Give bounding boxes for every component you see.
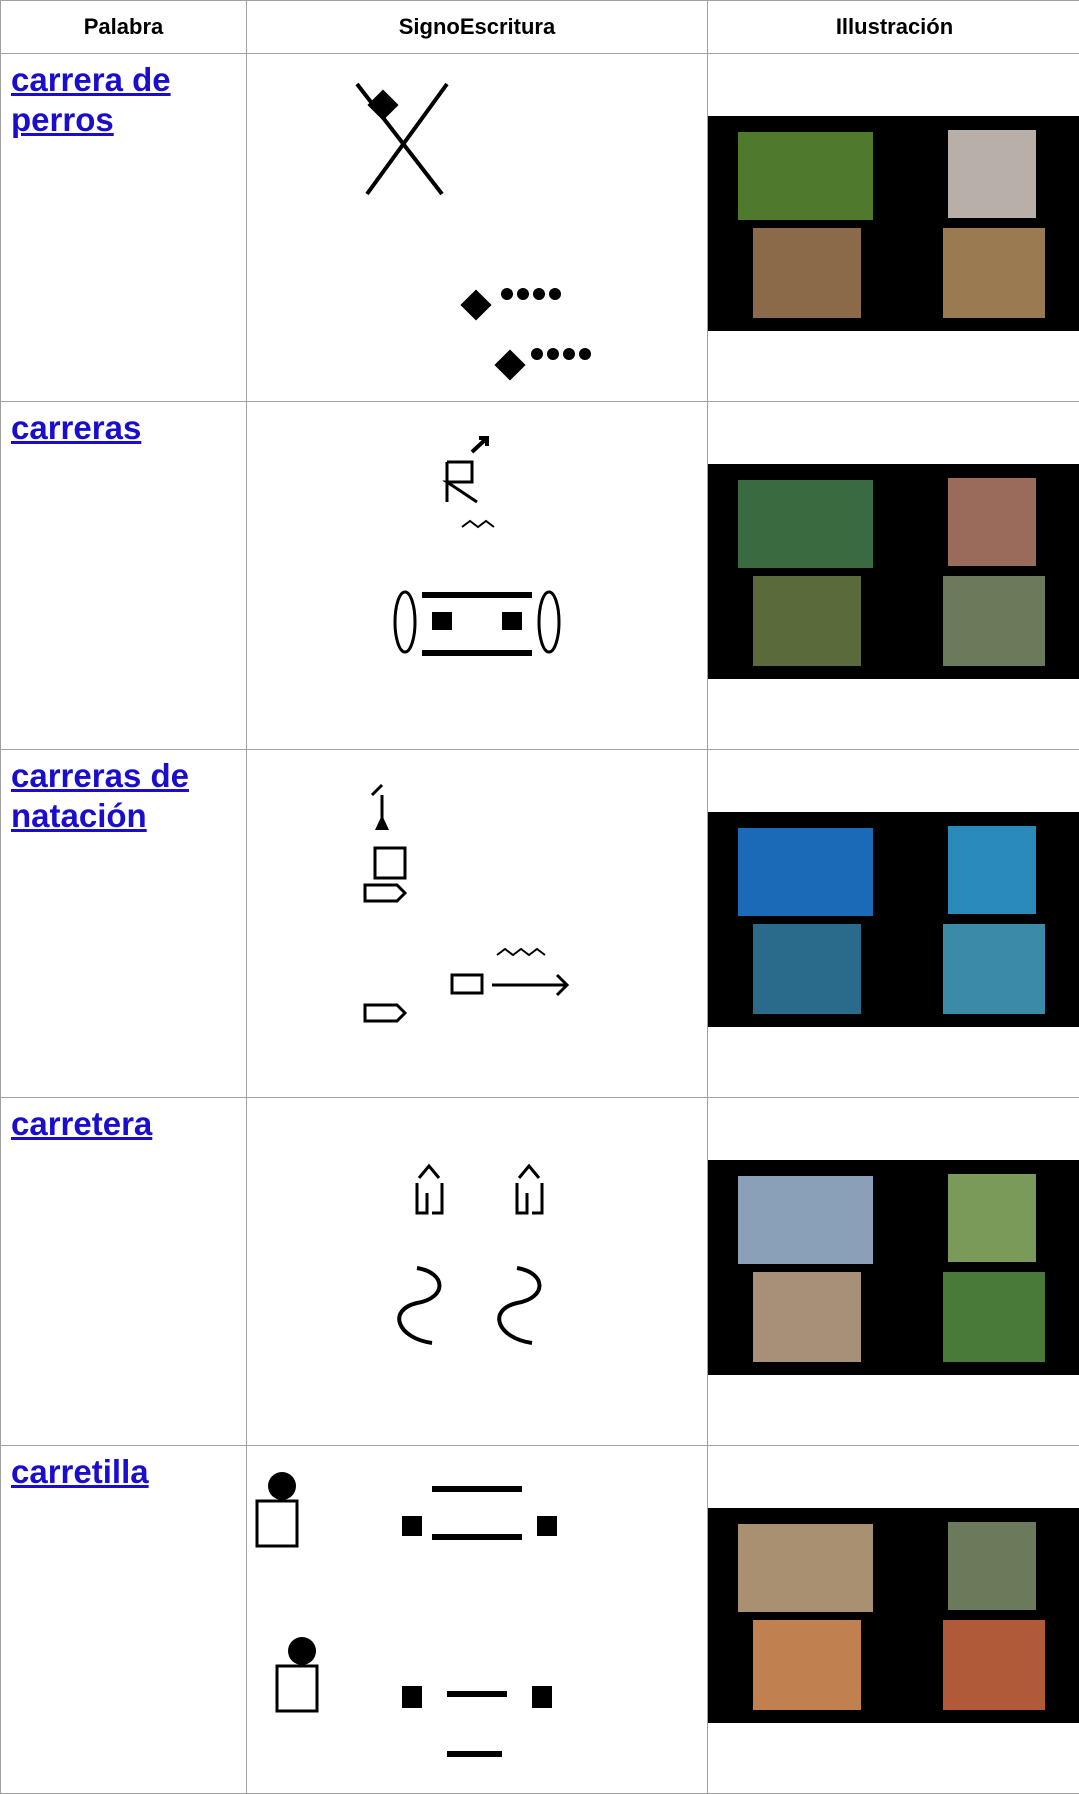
word-link[interactable]: carreras xyxy=(11,409,141,446)
photo xyxy=(948,826,1036,914)
column-header: SignoEscritura xyxy=(247,1,708,54)
table-row: carrera de perros xyxy=(1,54,1079,402)
photo xyxy=(948,130,1036,218)
sign-cell xyxy=(247,402,708,750)
table-body: carrera de perros carreras carreras de nat… xyxy=(1,54,1079,1794)
photo xyxy=(738,132,873,220)
word-link[interactable]: carretera xyxy=(11,1105,152,1142)
word-link[interactable]: carreras de natación xyxy=(11,757,189,834)
illustration-cell xyxy=(708,54,1079,402)
word-cell: carreras de natación xyxy=(1,750,247,1098)
photo xyxy=(948,1522,1036,1610)
illustration-cell xyxy=(708,1446,1079,1794)
table-row: carreras de natación xyxy=(1,750,1079,1098)
header-row: Palabra SignoEscritura Illustración xyxy=(1,1,1079,54)
signwriting-image xyxy=(247,402,708,737)
illustration-image xyxy=(708,1446,1079,1781)
column-header: Illustración xyxy=(708,1,1079,54)
photo xyxy=(943,1272,1045,1362)
illustration-image xyxy=(708,402,1079,737)
word-cell: carretera xyxy=(1,1098,247,1446)
word-link[interactable]: carretilla xyxy=(11,1453,149,1490)
table-row: carretera xyxy=(1,1098,1079,1446)
signwriting-image xyxy=(247,1098,708,1433)
photo xyxy=(753,228,861,318)
photo xyxy=(943,228,1045,318)
photo xyxy=(943,1620,1045,1710)
column-header: Palabra xyxy=(1,1,247,54)
signwriting-image xyxy=(247,54,708,389)
illustration-cell xyxy=(708,402,1079,750)
signwriting-image xyxy=(247,1446,708,1781)
illustration-image xyxy=(708,750,1079,1085)
illustration-image xyxy=(708,54,1079,389)
illustration-cell xyxy=(708,1098,1079,1446)
word-cell: carretilla xyxy=(1,1446,247,1794)
photo xyxy=(943,924,1045,1014)
sign-cell xyxy=(247,1098,708,1446)
photo xyxy=(948,1174,1036,1262)
photo xyxy=(753,1272,861,1362)
illustration-cell xyxy=(708,750,1079,1098)
photo xyxy=(943,576,1045,666)
photo xyxy=(753,1620,861,1710)
photo xyxy=(738,1524,873,1612)
sign-cell xyxy=(247,1446,708,1794)
photo xyxy=(753,924,861,1014)
word-link[interactable]: carrera de perros xyxy=(11,61,171,138)
photo xyxy=(753,576,861,666)
sign-cell xyxy=(247,750,708,1098)
illustration-image xyxy=(708,1098,1079,1433)
word-cell: carreras xyxy=(1,402,247,750)
photo xyxy=(738,828,873,916)
sign-cell xyxy=(247,54,708,402)
signwriting-image xyxy=(247,750,708,1085)
photo xyxy=(738,1176,873,1264)
word-cell: carrera de perros xyxy=(1,54,247,402)
photo xyxy=(738,480,873,568)
photo xyxy=(948,478,1036,566)
table-row: carreras xyxy=(1,402,1079,750)
table-row: carretilla xyxy=(1,1446,1079,1794)
